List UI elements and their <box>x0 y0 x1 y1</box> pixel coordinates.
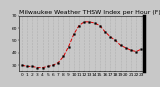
Text: Milwaukee Weather THSW Index per Hour (F) (Last 24 Hours): Milwaukee Weather THSW Index per Hour (F… <box>19 10 160 15</box>
